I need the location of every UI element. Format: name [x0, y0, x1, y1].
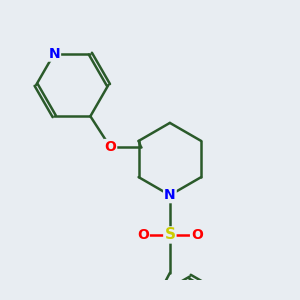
Text: O: O	[104, 140, 116, 154]
Text: O: O	[137, 228, 149, 242]
Text: N: N	[164, 188, 176, 202]
Text: N: N	[48, 46, 60, 61]
Text: O: O	[191, 228, 203, 242]
Text: S: S	[164, 227, 175, 242]
